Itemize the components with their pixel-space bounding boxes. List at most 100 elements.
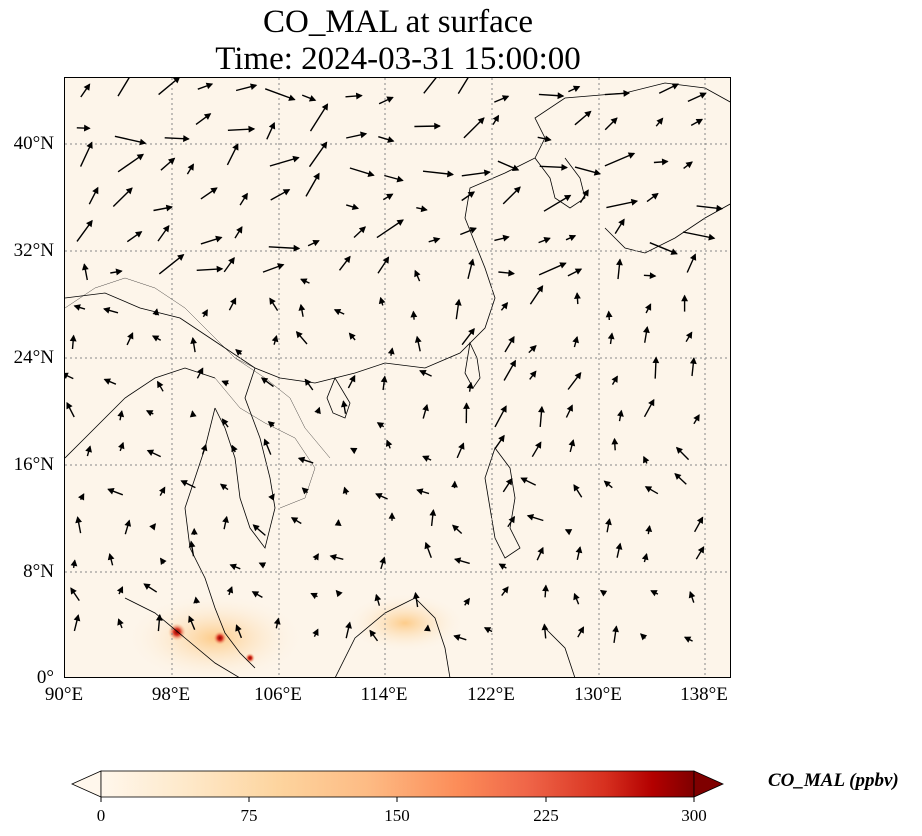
- wind-arrow-head: [107, 553, 115, 561]
- wind-arrow-head: [232, 143, 239, 151]
- wind-arrow-head: [537, 546, 544, 555]
- wind-arrow-head: [349, 374, 356, 383]
- wind-arrow-head: [380, 375, 388, 383]
- wind-arrow-head: [70, 587, 77, 595]
- wind-arrow-head: [236, 226, 243, 234]
- wind-arrow-head: [697, 546, 705, 554]
- wind-arrow-head: [180, 480, 188, 487]
- wind-arrow-head: [643, 326, 650, 334]
- wind-arrow-head: [385, 439, 393, 447]
- wind-arrow-head: [387, 347, 395, 355]
- wind-arrow-head: [273, 617, 281, 625]
- wind-arrow-head: [301, 487, 309, 495]
- wind-arrow-head: [290, 517, 299, 524]
- wind-arrow-head: [563, 194, 572, 202]
- map-panel: [64, 77, 731, 678]
- wind-arrow-head: [342, 486, 350, 494]
- wind-vectors: [65, 78, 724, 644]
- wind-arrow-head: [345, 621, 352, 629]
- wind-arrow-head: [340, 400, 348, 408]
- wind-arrow-head: [271, 334, 279, 343]
- wind-arrow-head: [410, 310, 418, 318]
- lat-label-0: 0°: [36, 667, 54, 688]
- wind-arrow-head: [693, 414, 700, 422]
- wind-arrow-head: [78, 493, 85, 501]
- wind-arrow-head: [645, 525, 653, 533]
- wind-arrow-head: [689, 253, 697, 261]
- wind-arrow-head: [268, 122, 276, 130]
- wind-arrow-shaft: [423, 78, 437, 94]
- wind-arrow-head: [73, 304, 81, 311]
- wind-arrow-head: [467, 191, 475, 198]
- wind-arrow-head: [151, 335, 160, 342]
- wind-arrow-head: [502, 586, 509, 594]
- wind-arrow-head: [216, 265, 224, 273]
- wind-arrow-head: [566, 404, 573, 412]
- wind-arrow-head: [529, 370, 537, 378]
- wind-arrow-head: [498, 434, 505, 443]
- wind-arrow-head: [648, 398, 655, 407]
- wind-arrow-head: [382, 256, 390, 264]
- wind-arrow-head: [308, 95, 317, 102]
- wind-arrow-head: [329, 554, 337, 561]
- wind-arrow-head: [251, 591, 260, 598]
- wind-arrow-head: [187, 163, 194, 171]
- wind-arrow-head: [115, 268, 123, 276]
- wind-arrow-head: [422, 455, 430, 462]
- wind-arrow-head: [304, 378, 312, 386]
- colorbar-tick-75: 75: [240, 806, 258, 825]
- wind-arrow-head: [260, 377, 269, 384]
- wind-arrow-head: [165, 204, 173, 212]
- wind-arrow-head: [695, 118, 704, 126]
- wind-arrow-head: [188, 540, 196, 548]
- lat-label-40n: 40°N: [13, 133, 54, 154]
- lon-label-106e: 106°E: [254, 684, 302, 705]
- wind-arrow-head: [210, 187, 218, 194]
- lat-label-8n: 8°N: [23, 561, 54, 582]
- wind-arrow-head: [688, 590, 696, 599]
- wind-arrow-head: [268, 493, 275, 501]
- wind-arrow-head: [511, 164, 520, 171]
- wind-arrow-head: [561, 163, 568, 171]
- wind-arrow-head: [155, 613, 163, 621]
- wind-arrow-head: [543, 236, 551, 244]
- wind-arrow-head: [376, 422, 385, 429]
- colorbar-extend-max: [693, 770, 724, 798]
- wind-arrow-head: [190, 337, 197, 345]
- wind-arrow-head: [387, 136, 395, 143]
- wind-arrow-head: [681, 294, 689, 302]
- wind-arrow-head: [502, 234, 510, 242]
- wind-arrow-head: [335, 589, 343, 598]
- wind-arrow-head: [69, 334, 77, 342]
- wind-arrow-head: [312, 628, 319, 637]
- wind-arrow-head: [375, 493, 383, 500]
- wind-arrow-head: [433, 236, 441, 244]
- wind-arrow-head: [468, 258, 475, 266]
- wind-arrow-head: [173, 78, 180, 84]
- colorbar-tick-300: 300: [681, 806, 707, 825]
- wind-arrow-head: [508, 269, 515, 277]
- wind-arrow-head: [124, 519, 132, 527]
- wind-arrow-head: [671, 83, 679, 90]
- wind-arrow-head: [149, 523, 156, 531]
- wind-arrow-head: [65, 372, 69, 379]
- wind-arrow-head: [351, 203, 360, 211]
- wind-arrow-head: [250, 83, 258, 91]
- wind-arrow-head: [699, 92, 707, 99]
- wind-arrow-head: [603, 480, 611, 488]
- wind-arrow-head: [610, 117, 618, 125]
- wind-arrow-head: [343, 255, 351, 264]
- wind-arrow-head: [541, 623, 549, 631]
- wind-arrow-head: [228, 257, 235, 265]
- wind-arrow-head: [416, 488, 424, 495]
- wind-arrow-head: [593, 169, 602, 176]
- hotspot-malaysia: [213, 631, 227, 645]
- wind-arrow-head: [568, 234, 577, 242]
- wind-arrow-head: [222, 515, 229, 523]
- wind-arrow-head: [229, 563, 237, 571]
- gridlines: [65, 78, 730, 677]
- wind-arrow-head: [378, 296, 386, 305]
- wind-arrow-head: [321, 103, 329, 111]
- wind-arrow-head: [542, 584, 549, 592]
- wind-arrow-head: [189, 410, 197, 418]
